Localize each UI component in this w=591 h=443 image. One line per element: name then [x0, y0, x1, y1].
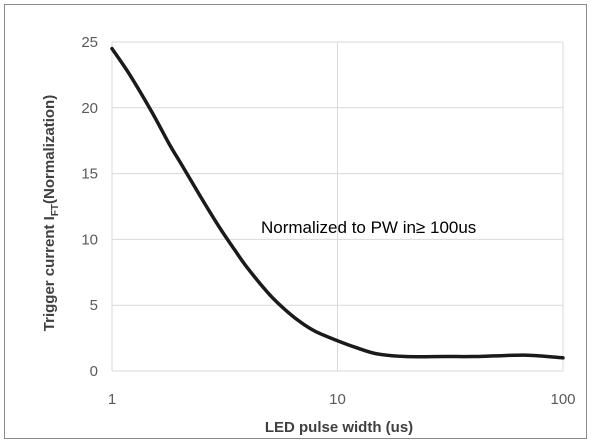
gridlines — [111, 41, 564, 372]
chart-frame — [4, 4, 587, 439]
y-tick-labels: 0 5 10 15 20 25 — [81, 34, 98, 380]
x-tick-labels: 1 10 100 — [108, 391, 576, 408]
y-axis-title-subscript: FT — [50, 204, 61, 216]
trigger-current-curve — [110, 46, 565, 360]
y-tick-label: 0 — [90, 363, 98, 380]
y-tick-label: 15 — [81, 166, 98, 183]
y-tick-label: 25 — [81, 34, 98, 51]
y-tick-label: 20 — [81, 100, 98, 117]
y-tick-label: 10 — [81, 231, 98, 248]
y-axis-title-main: Trigger current I — [41, 216, 58, 331]
x-axis-title: LED pulse width (us) — [265, 419, 413, 436]
y-axis-title-tail: (Normalization) — [41, 95, 58, 204]
y-tick-label: 5 — [90, 297, 98, 314]
normalization-annotation: Normalized to PW in≥ 100us — [261, 218, 476, 237]
y-axis-title: Trigger current IFT(Normalization) — [41, 95, 61, 331]
x-tick-label: 1 — [108, 391, 116, 408]
x-tick-label: 100 — [550, 391, 575, 408]
x-tick-label: 10 — [329, 391, 346, 408]
